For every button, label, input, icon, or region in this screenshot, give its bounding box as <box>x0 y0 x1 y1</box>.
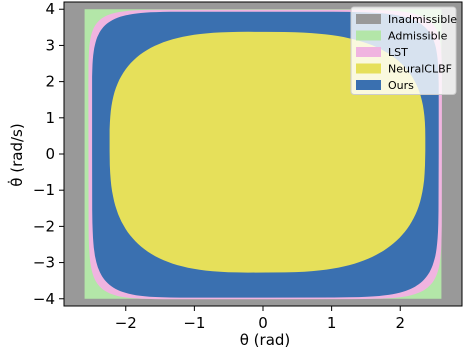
legend-swatch-lst <box>356 47 381 57</box>
legend-swatch-neuralclbf <box>356 63 381 74</box>
y-axis-ticks: −4 −3 −2 −1 0 1 2 3 4 <box>33 0 64 308</box>
y-tick-label: −3 <box>33 254 55 272</box>
y-tick-label: −1 <box>33 181 55 199</box>
x-axis-ticks: −2 −1 0 1 2 <box>115 306 405 332</box>
x-axis-label: θ (rad) <box>240 331 291 349</box>
y-tick-label: 0 <box>45 145 55 163</box>
legend-label-inadmissible: Inadmissible <box>388 13 457 26</box>
x-tick-label: −1 <box>183 314 205 332</box>
legend-swatch-inadmissible <box>356 14 381 24</box>
x-tick-label: 0 <box>258 314 268 332</box>
y-tick-label: −4 <box>33 290 55 308</box>
legend-label-admissible: Admissible <box>388 30 448 43</box>
legend-label-lst: LST <box>388 46 408 59</box>
neuralclbf-region <box>109 31 426 273</box>
y-tick-label: 4 <box>45 0 55 18</box>
legend-swatch-ours <box>356 80 381 90</box>
y-tick-label: 2 <box>45 73 55 91</box>
legend-swatch-admissible <box>356 30 381 41</box>
legend-label-neuralclbf: NeuralCLBF <box>388 63 452 76</box>
y-tick-label: 3 <box>45 36 55 54</box>
x-tick-label: −2 <box>115 314 137 332</box>
y-tick-label: −2 <box>33 217 55 235</box>
legend-label-ours: Ours <box>388 79 414 92</box>
x-tick-label: 2 <box>395 314 405 332</box>
y-tick-label: 1 <box>45 109 55 127</box>
x-tick-label: 1 <box>327 314 337 332</box>
legend: Inadmissible Admissible LST NeuralCLBF Ours <box>350 6 457 95</box>
y-axis-label: θ̇ (rad/s) <box>7 123 26 186</box>
